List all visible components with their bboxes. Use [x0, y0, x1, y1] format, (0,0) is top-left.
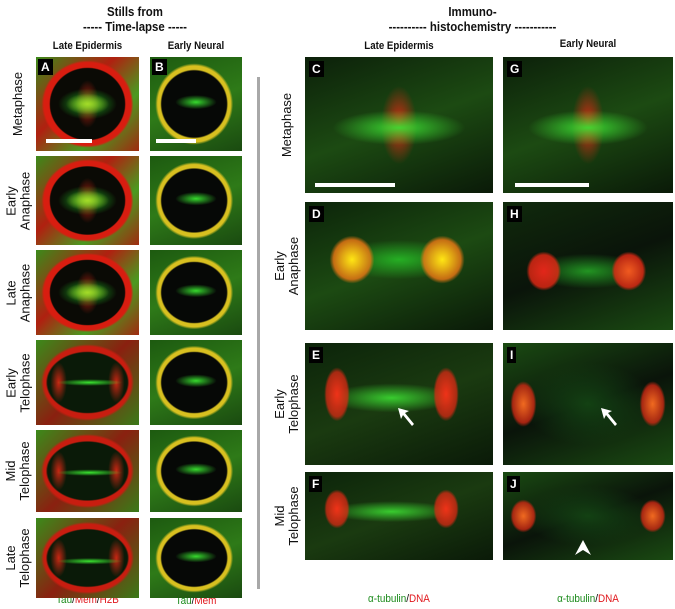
header-time-lapse: Stills from ----- Time-lapse -----: [16, 4, 254, 34]
legend-term: α-tubulin: [557, 593, 596, 605]
scale-bar: [156, 139, 196, 143]
row-label-line: Telophase: [17, 352, 32, 413]
row-label-line: Metaphase: [279, 92, 294, 158]
panel-late-epidermis-live: A: [36, 57, 139, 151]
panel-late-epidermis-live: [36, 430, 139, 512]
scale-bar: [315, 183, 395, 187]
arrowhead-icon: [573, 538, 593, 558]
row-label: Early Telophase: [3, 340, 33, 425]
legend-term: /: [191, 595, 195, 607]
scale-bar: [46, 139, 92, 143]
row-label-line: Early: [3, 185, 18, 216]
row-label-line: Late: [3, 279, 18, 306]
legend-term: /: [406, 593, 410, 605]
legend-term: /: [96, 594, 100, 606]
panel-early-neural-ihc: J: [503, 472, 673, 560]
row-label: Early Telophase: [272, 343, 302, 465]
legend-c: α-tubulin/DNA: [314, 593, 483, 605]
column-label-g: Early Neural: [559, 38, 617, 50]
panel-early-neural-ihc: H: [503, 202, 673, 330]
row-label-line: Early: [272, 251, 287, 281]
panel-label-j: J: [507, 476, 520, 492]
panel-late-epidermis-live: [36, 156, 139, 245]
row-label-line: Mid: [3, 460, 18, 482]
legend-g: α-tubulin/DNA: [512, 593, 665, 605]
column-label-a: Late Epidermis: [52, 40, 123, 52]
panel-late-epidermis-live: [36, 340, 139, 425]
panel-label-i: I: [507, 347, 517, 363]
panel-label-c: C: [309, 61, 324, 77]
row-label-line: Anaphase: [17, 171, 32, 230]
panel-late-epidermis-live: [36, 518, 139, 598]
column-label-b: Early Neural: [167, 40, 225, 52]
panel-early-neural-live: B: [150, 57, 242, 151]
header-line: Immuno-: [448, 4, 497, 19]
legend-term: /: [72, 594, 75, 606]
row-label-line: Telophase: [286, 486, 301, 546]
panel-label-a: A: [38, 59, 53, 75]
row-label-line: Telophase: [17, 528, 32, 588]
panel-late-epidermis-ihc: F: [305, 472, 493, 560]
arrow-icon: [395, 405, 417, 427]
row-label-line: Anaphase: [17, 263, 32, 322]
panel-label-g: G: [507, 61, 523, 77]
header-line: Stills from: [107, 4, 163, 19]
arrow-icon: [598, 405, 620, 427]
panel-late-epidermis-ihc: E: [305, 343, 493, 465]
row-label-line: Mid: [272, 505, 287, 527]
panel-label-f: F: [309, 476, 323, 492]
panel-early-neural-live: [150, 430, 242, 512]
column-label-c: Late Epidermis: [364, 40, 434, 52]
row-label: Late Telophase: [3, 518, 33, 598]
panel-late-epidermis-ihc: D: [305, 202, 493, 330]
panel-early-neural-ihc: G: [503, 57, 673, 193]
panel-early-neural-live: [150, 340, 242, 425]
panel-late-epidermis-ihc: C: [305, 57, 493, 193]
panel-early-neural-live: [150, 156, 242, 245]
legend-term: DNA: [409, 593, 430, 605]
header-line: ----- Time-lapse -----: [82, 19, 188, 34]
panel-label-b: B: [152, 59, 167, 75]
panel-early-neural-live: [150, 518, 242, 598]
row-label-line: Late: [3, 545, 18, 571]
header-immunohistochemistry: Immuno- ---------- histochemistry ------…: [294, 4, 650, 34]
legend-term: /: [595, 593, 599, 605]
legend-b: Tau/Mem: [149, 595, 243, 607]
row-label: Metaphase: [3, 57, 33, 151]
scale-bar: [515, 183, 589, 187]
panel-label-h: H: [507, 206, 522, 222]
header-line: ---------- histochemistry -----------: [388, 19, 557, 34]
row-label: Early Anaphase: [3, 156, 33, 245]
legend-term: DNA: [598, 593, 619, 605]
panel-late-epidermis-live: [36, 250, 139, 335]
legend-term: α-tubulin: [368, 593, 407, 605]
row-label-line: Telophase: [17, 441, 32, 501]
separator-line: [257, 77, 260, 589]
legend-term: Tau: [175, 595, 192, 607]
row-label: Late Anaphase: [3, 250, 33, 335]
row-label-line: Telophase: [286, 374, 301, 434]
row-label-line: Metaphase: [10, 71, 25, 137]
panel-label-e: E: [309, 347, 324, 363]
row-label-line: Anaphase: [286, 236, 301, 296]
row-label: Mid Telophase: [3, 430, 33, 512]
row-label: Early Anaphase: [272, 202, 302, 330]
panel-early-neural-ihc: I: [503, 343, 673, 465]
legend-term: Mem: [194, 595, 217, 607]
panel-early-neural-live: [150, 250, 242, 335]
row-label: Mid Telophase: [272, 472, 302, 560]
panel-label-d: D: [309, 206, 324, 222]
row-label: Metaphase: [272, 57, 302, 193]
row-label-line: Early: [272, 389, 287, 419]
row-label-line: Early: [3, 367, 18, 398]
